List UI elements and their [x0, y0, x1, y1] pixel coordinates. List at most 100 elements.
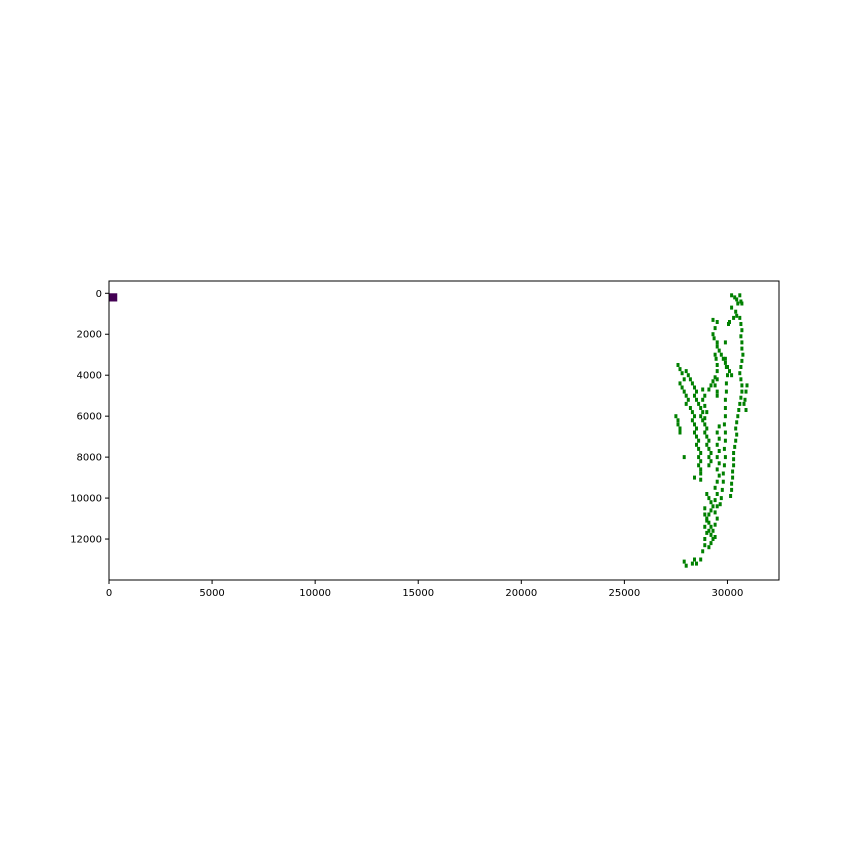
data-point [715, 442, 719, 447]
data-point [733, 295, 737, 300]
data-point [723, 356, 727, 361]
data-point [711, 504, 715, 509]
data-point [715, 393, 719, 398]
data-point [676, 363, 680, 367]
axes-frame [108, 280, 780, 581]
data-point [740, 328, 744, 333]
x-axis: 0 5000 10000 15000 20000 25000 30000 [106, 580, 743, 599]
data-point [718, 502, 722, 507]
data-point [715, 467, 719, 472]
x-tick-label: 25000 [608, 588, 640, 599]
data-point [709, 524, 713, 529]
data-point [701, 410, 705, 415]
data-point [715, 340, 719, 345]
data-point [682, 389, 686, 394]
data-point [707, 455, 711, 460]
data-point [705, 410, 709, 415]
data-point [739, 322, 743, 326]
data-point [730, 293, 734, 298]
x-tick-label: 10000 [299, 588, 331, 599]
data-point [715, 492, 719, 496]
data-point [739, 334, 743, 339]
data-point [740, 389, 744, 394]
data-point [684, 401, 688, 406]
data-point [736, 301, 740, 306]
data-point [723, 455, 727, 460]
data-point [693, 414, 696, 419]
data-point [717, 461, 721, 466]
x-tick-label: 0 [106, 588, 112, 599]
data-point [723, 397, 727, 402]
data-point [713, 535, 717, 539]
data-point [731, 475, 735, 480]
data-point [695, 561, 698, 566]
data-point [722, 463, 726, 468]
data-point [745, 383, 749, 388]
data-point [713, 522, 717, 527]
data-point [739, 377, 743, 382]
data-point [709, 459, 713, 464]
data-marks [109, 293, 749, 568]
data-point [709, 532, 713, 537]
data-point [735, 432, 739, 437]
data-point [711, 537, 715, 541]
data-point [695, 442, 698, 447]
data-point [707, 446, 711, 451]
data-point [705, 426, 709, 431]
data-point [709, 508, 713, 513]
data-point [715, 479, 719, 484]
data-point [717, 473, 721, 478]
data-point [697, 463, 701, 468]
data-point [739, 365, 743, 369]
data-point [734, 309, 738, 314]
data-point [699, 471, 703, 476]
data-point [715, 455, 719, 460]
data-point [715, 377, 719, 382]
data-point [688, 377, 692, 382]
data-point [697, 455, 701, 460]
data-point [707, 520, 711, 525]
data-point [740, 358, 744, 363]
data-point [682, 559, 686, 564]
data-point [717, 436, 721, 441]
data-point [740, 340, 744, 345]
data-point [729, 494, 733, 498]
data-point [713, 498, 717, 503]
data-point [734, 426, 738, 431]
data-point [709, 451, 713, 455]
data-point [727, 322, 730, 326]
data-point [705, 434, 709, 439]
data-point [707, 512, 711, 517]
data-point [739, 395, 743, 400]
data-point [701, 397, 705, 402]
data-point [713, 326, 717, 331]
x-tick-label: 20000 [505, 588, 537, 599]
data-point [713, 510, 717, 515]
data-point [721, 471, 725, 476]
data-point [723, 414, 727, 419]
data-point [715, 389, 719, 394]
data-point [736, 414, 740, 419]
data-point [734, 438, 738, 443]
data-point [724, 381, 728, 386]
data-point [707, 528, 711, 533]
data-point [717, 424, 721, 429]
data-point [699, 557, 703, 562]
data-point [703, 524, 707, 529]
y-tick-label: 8000 [77, 453, 102, 464]
data-point [707, 496, 711, 501]
data-point [717, 348, 721, 353]
data-point [711, 379, 715, 384]
data-point [723, 406, 727, 410]
data-point [712, 336, 716, 341]
data-point [678, 426, 682, 431]
marker-square [109, 293, 118, 302]
data-point [703, 430, 707, 435]
data-point [715, 320, 719, 324]
data-point [740, 383, 744, 388]
data-point [715, 516, 719, 521]
data-point [703, 403, 707, 408]
data-point [731, 469, 735, 474]
y-tick-label: 0 [96, 289, 102, 300]
